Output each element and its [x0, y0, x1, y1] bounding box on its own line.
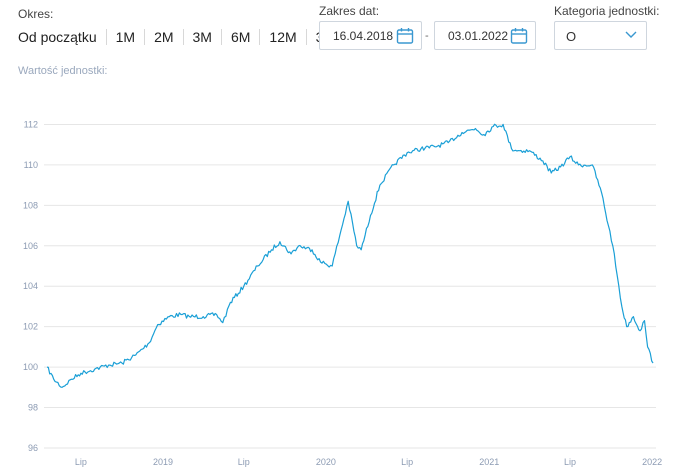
period-button-2m[interactable]: 2M: [145, 29, 184, 45]
x-tick-label: Lip: [564, 457, 576, 467]
date-range-separator: -: [425, 30, 429, 42]
x-tick-label: 2019: [153, 457, 173, 467]
series-line: [46, 123, 654, 388]
x-tick-label: Lip: [75, 457, 87, 467]
date-to-input[interactable]: 03.01.2022: [434, 21, 536, 50]
date-from-value: 16.04.2018: [333, 29, 394, 43]
y-tick-label: 106: [23, 241, 38, 251]
category-select[interactable]: O: [554, 21, 647, 50]
date-to-value: 03.01.2022: [448, 29, 509, 43]
y-tick-label: 100: [23, 362, 38, 372]
calendar-icon[interactable]: [510, 27, 528, 45]
chart-grid: [44, 123, 656, 449]
x-tick-label: Lip: [401, 457, 413, 467]
y-axis-ticks: 96 98 100 102 104 106 108 110 112: [23, 119, 38, 453]
date-from-input[interactable]: 16.04.2018: [319, 21, 422, 50]
category-selected-value: O: [566, 29, 577, 44]
y-tick-label: 102: [23, 322, 38, 332]
y-tick-label: 110: [24, 160, 38, 170]
y-tick-label: 112: [24, 119, 38, 129]
chevron-down-icon: [625, 31, 637, 38]
y-tick-label: 104: [23, 281, 38, 291]
date-range-label: Zakres dat:: [319, 4, 380, 18]
period-button-1m[interactable]: 1M: [107, 29, 146, 45]
period-button-6m[interactable]: 6M: [222, 29, 261, 45]
chart-series: [46, 123, 654, 388]
x-tick-label: Lip: [238, 457, 250, 467]
x-tick-label: 2020: [316, 457, 336, 467]
x-axis-ticks: Lip 2019 Lip 2020 Lip 2021 Lip 2022: [75, 457, 662, 467]
period-button-from-start[interactable]: Od początku: [18, 29, 107, 45]
calendar-icon[interactable]: [396, 27, 414, 45]
chart-title: Wartość jednostki:: [18, 65, 108, 77]
category-label: Kategoria jednostki:: [554, 4, 660, 18]
y-tick-label: 98: [28, 403, 38, 413]
period-button-12m[interactable]: 12M: [260, 29, 307, 45]
period-label: Okres:: [18, 7, 54, 21]
y-tick-label: 96: [28, 443, 38, 453]
x-tick-label: 2021: [479, 457, 499, 467]
period-button-3m[interactable]: 3M: [184, 29, 222, 45]
y-tick-label: 108: [23, 200, 38, 210]
x-tick-label: 2022: [642, 457, 662, 467]
